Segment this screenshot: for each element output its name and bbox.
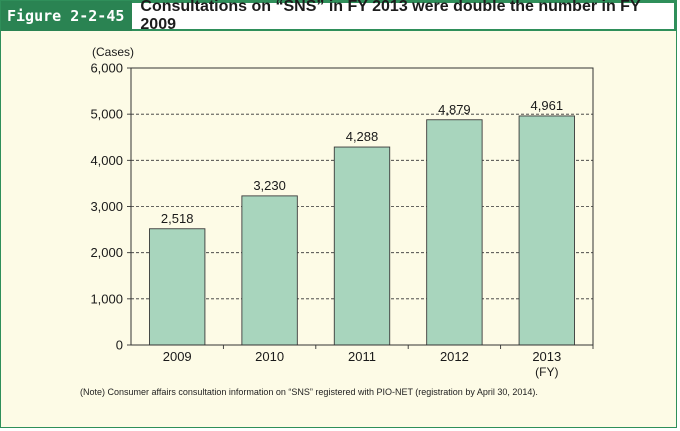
bar xyxy=(333,146,391,346)
y-tick-label: 6,000 xyxy=(90,61,123,76)
y-tick-label: 0 xyxy=(116,338,123,353)
x-tick-label: 2009 xyxy=(163,349,192,364)
data-label: 3,230 xyxy=(253,178,286,193)
figure-label: Figure 2-2-45 xyxy=(1,1,133,31)
x-tick-label: 2010 xyxy=(255,349,284,364)
data-label: 4,879 xyxy=(438,102,471,117)
x-tick-label: 2012 xyxy=(440,349,469,364)
figure-title: Consultations on “SNS” in FY 2013 were d… xyxy=(132,0,674,33)
data-label: 2,518 xyxy=(161,211,194,226)
y-axis-label: (Cases) xyxy=(92,45,134,59)
figure-note: (Note) Consumer affairs consultation inf… xyxy=(80,387,538,397)
bar xyxy=(149,228,206,346)
x-tick-label: 2011 xyxy=(348,349,376,364)
y-tick-label: 4,000 xyxy=(90,153,123,168)
figure-header: Figure 2-2-45 Consultations on “SNS” in … xyxy=(1,0,676,33)
x-tick-label: 2013 xyxy=(532,349,561,364)
y-tick-label: 3,000 xyxy=(90,199,123,214)
bar xyxy=(518,115,575,346)
y-tick-label: 1,000 xyxy=(90,291,123,306)
bar xyxy=(241,195,298,346)
data-label: 4,288 xyxy=(346,129,379,144)
data-label: 4,961 xyxy=(531,98,564,113)
bar xyxy=(426,119,483,346)
y-tick-label: 5,000 xyxy=(90,107,123,122)
x-axis-label: (FY) xyxy=(535,365,558,379)
y-tick-label: 2,000 xyxy=(90,245,123,260)
